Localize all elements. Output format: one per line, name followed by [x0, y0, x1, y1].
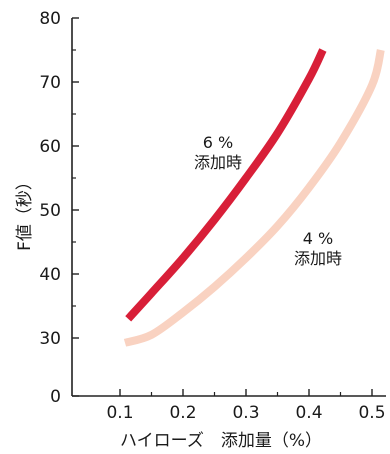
axes [71, 18, 386, 397]
series-label-4pct-value: 4 % [303, 229, 333, 248]
series-line-4pct [123, 49, 385, 347]
y-tick-label: 60 [39, 137, 61, 157]
x-tick-label: 0.4 [295, 403, 322, 423]
y-tick-label: 30 [39, 329, 61, 349]
y-tick-label: 80 [39, 9, 61, 29]
x-tick-label: 0.1 [106, 403, 133, 423]
series-label-6pct-caption: 添加時 [194, 153, 242, 172]
series-label-4pct-caption: 添加時 [294, 249, 342, 268]
ticks: 0 30 40 50 60 70 80 0.1 0.2 0.3 0.4 0.5 [39, 9, 385, 423]
x-tick-label: 0.5 [358, 403, 385, 423]
y-tick-label: 50 [39, 201, 61, 221]
y-tick-label: 40 [39, 265, 61, 285]
x-tick-label: 0.3 [232, 403, 259, 423]
series-label-6pct-value: 6 % [203, 133, 233, 152]
y-tick-label: 0 [50, 387, 61, 407]
x-axis-title: ハイローズ 添加量（%） [120, 431, 322, 451]
y-tick-label: 70 [39, 73, 61, 93]
y-axis-title: F値（秒） [15, 173, 35, 251]
x-tick-label: 0.2 [169, 403, 196, 423]
series-line-6pct [125, 48, 327, 322]
series-layer [123, 48, 385, 347]
